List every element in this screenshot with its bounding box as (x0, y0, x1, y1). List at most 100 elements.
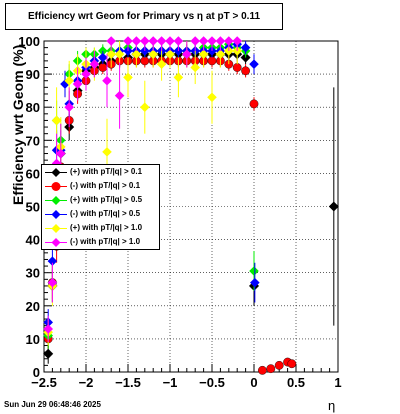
y-tick-label: 20 (26, 299, 40, 314)
y-tick-label: 30 (26, 266, 40, 281)
data-point (328, 201, 339, 212)
legend-label: (+) with pT/|q| > 1.0 (70, 223, 143, 232)
data-point (51, 115, 62, 126)
data-point (182, 49, 192, 60)
legend-marker (45, 182, 67, 191)
data-point (215, 49, 226, 60)
y-axis-label: Efficiency wrt Geom (%) (10, 44, 26, 205)
legend-marker (45, 238, 67, 247)
legend-label: (-) with pT/|q| > 1.0 (70, 237, 141, 246)
legend-label: (-) with pT/|q| > 0.5 (70, 209, 141, 218)
y-tick-label: 100 (18, 34, 40, 49)
legend-marker (45, 224, 67, 233)
timestamp-footer: Sun Jun 29 06:48:46 2025 (4, 400, 101, 409)
legend-entry: (-) with pT/|q| > 0.1 (42, 180, 159, 193)
data-point (106, 36, 116, 46)
data-point (140, 56, 150, 66)
y-tick-label: 40 (26, 233, 40, 248)
data-point (131, 49, 142, 60)
legend-entry: (+) with pT/|q| > 0.5 (42, 194, 159, 207)
data-point (148, 49, 158, 60)
data-point (249, 59, 259, 69)
chart-title: Efficiency wrt Geom for Primary vs η at … (27, 11, 261, 22)
x-tick-label: 0 (250, 375, 257, 390)
data-point (232, 63, 242, 72)
data-point (47, 277, 58, 288)
x-tick-label: −2 (79, 375, 94, 390)
legend-marker (45, 210, 67, 219)
y-tick-label: 0 (33, 365, 40, 380)
legend-entry: (-) with pT/|q| > 0.5 (42, 208, 159, 221)
data-point (123, 36, 133, 46)
legend-label: (+) with pT/|q| > 0.1 (70, 167, 143, 176)
legend-entry: (-) with pT/|q| > 1.0 (42, 236, 159, 249)
data-point (165, 36, 175, 46)
y-tick-label: 70 (26, 133, 40, 148)
data-point (102, 147, 112, 157)
data-point (232, 36, 242, 46)
legend-entry: (+) with pT/|q| > 1.0 (42, 222, 159, 235)
y-tick-label: 90 (26, 67, 40, 82)
data-point (114, 49, 125, 60)
data-point (257, 365, 267, 375)
x-tick-label: −0.5 (199, 375, 225, 390)
legend-label: (+) with pT/|q| > 0.5 (70, 195, 143, 204)
data-point (215, 36, 226, 46)
data-point (190, 62, 200, 73)
data-point (123, 72, 133, 83)
data-point (173, 36, 184, 46)
data-point (198, 36, 209, 46)
data-point (207, 36, 217, 46)
y-tick-label: 10 (26, 332, 40, 347)
x-tick-label: −1 (163, 375, 178, 390)
data-point (98, 63, 108, 72)
x-tick-label: 1 (334, 375, 341, 390)
data-point (224, 36, 234, 46)
data-point (81, 69, 91, 79)
data-point (47, 256, 58, 266)
data-point (249, 266, 259, 276)
data-point (140, 36, 150, 46)
data-point (148, 36, 158, 46)
data-point (140, 102, 150, 112)
data-point (106, 49, 116, 60)
legend-entry: (+) with pT/|q| > 0.1 (42, 166, 159, 179)
legend-marker (45, 196, 67, 205)
data-point (198, 49, 209, 60)
data-point (56, 148, 66, 159)
data-point (249, 99, 259, 109)
data-point (287, 359, 297, 369)
data-point (114, 90, 125, 101)
chart-title-box: Efficiency wrt Geom for Primary vs η at … (5, 3, 283, 30)
data-point (165, 49, 175, 60)
data-point (207, 92, 217, 103)
data-point (43, 324, 53, 334)
data-point (250, 277, 260, 288)
data-point (89, 59, 100, 69)
data-point (64, 102, 74, 112)
data-point (207, 56, 217, 66)
y-tick-label: 60 (26, 166, 40, 181)
data-point (102, 75, 112, 86)
x-tick-label: −2.5 (31, 375, 57, 390)
data-point (241, 66, 251, 76)
legend: (+) with pT/|q| > 0.1 (-) with pT/|q| > … (41, 164, 160, 250)
data-point (131, 36, 142, 46)
data-point (240, 42, 251, 53)
x-tick-label: −1.5 (115, 375, 141, 390)
legend-label: (-) with pT/|q| > 0.1 (70, 181, 141, 190)
data-point (173, 72, 184, 83)
legend-marker (45, 168, 67, 177)
data-point (266, 364, 276, 374)
data-point (43, 348, 54, 359)
data-point (190, 36, 200, 46)
data-point (64, 75, 74, 86)
data-point (274, 360, 284, 370)
x-axis-label: η (328, 398, 336, 413)
series-group (43, 36, 242, 343)
y-tick-label: 80 (26, 100, 40, 115)
data-point (156, 36, 167, 46)
data-point (98, 52, 108, 63)
data-point (72, 79, 83, 89)
